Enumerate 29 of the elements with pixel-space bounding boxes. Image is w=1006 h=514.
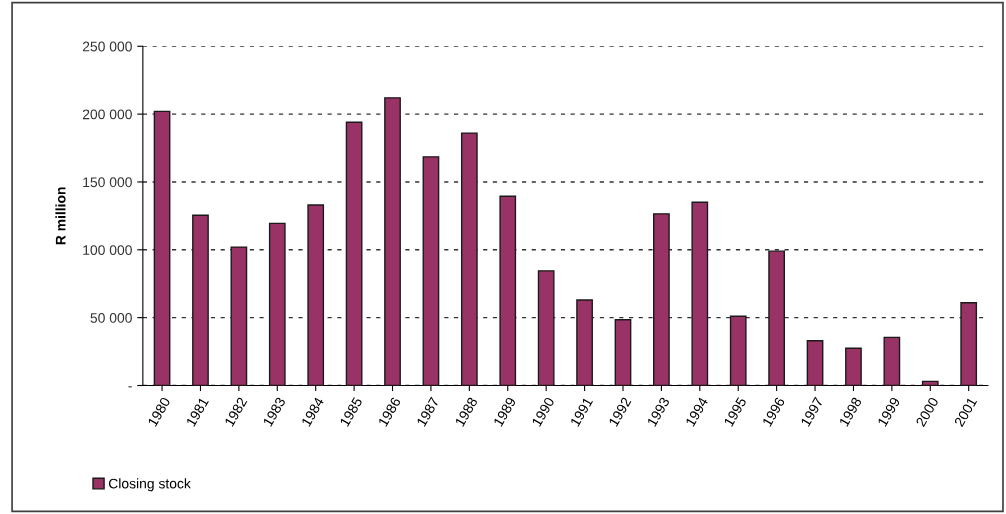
y-tick-label: 150 000 — [83, 177, 132, 188]
bar — [806, 340, 824, 386]
bar — [384, 97, 401, 386]
bar — [230, 246, 248, 386]
bar — [192, 214, 209, 386]
bar — [576, 299, 593, 386]
y-tick-label: 50 000 — [90, 312, 132, 323]
bar — [691, 201, 709, 386]
legend-label: Closing stock — [108, 478, 191, 492]
bar — [537, 270, 555, 386]
bar — [614, 318, 632, 386]
y-axis-title: R million — [55, 187, 66, 245]
bar — [345, 121, 363, 386]
bar — [153, 110, 171, 386]
bar — [768, 250, 786, 386]
bar — [307, 204, 325, 386]
bar — [499, 195, 517, 386]
bar — [460, 132, 478, 386]
y-tick-label: 250 000 — [82, 41, 132, 52]
y-tick-label: 200 000 — [82, 109, 132, 120]
y-tick-label: 100 000 — [83, 245, 132, 255]
bar — [653, 213, 670, 386]
bar — [845, 347, 862, 386]
bar — [729, 315, 747, 386]
bar — [422, 156, 440, 386]
y-tick-label: - — [128, 386, 132, 388]
bar — [960, 302, 978, 386]
bar — [883, 336, 901, 386]
bar — [268, 222, 286, 386]
